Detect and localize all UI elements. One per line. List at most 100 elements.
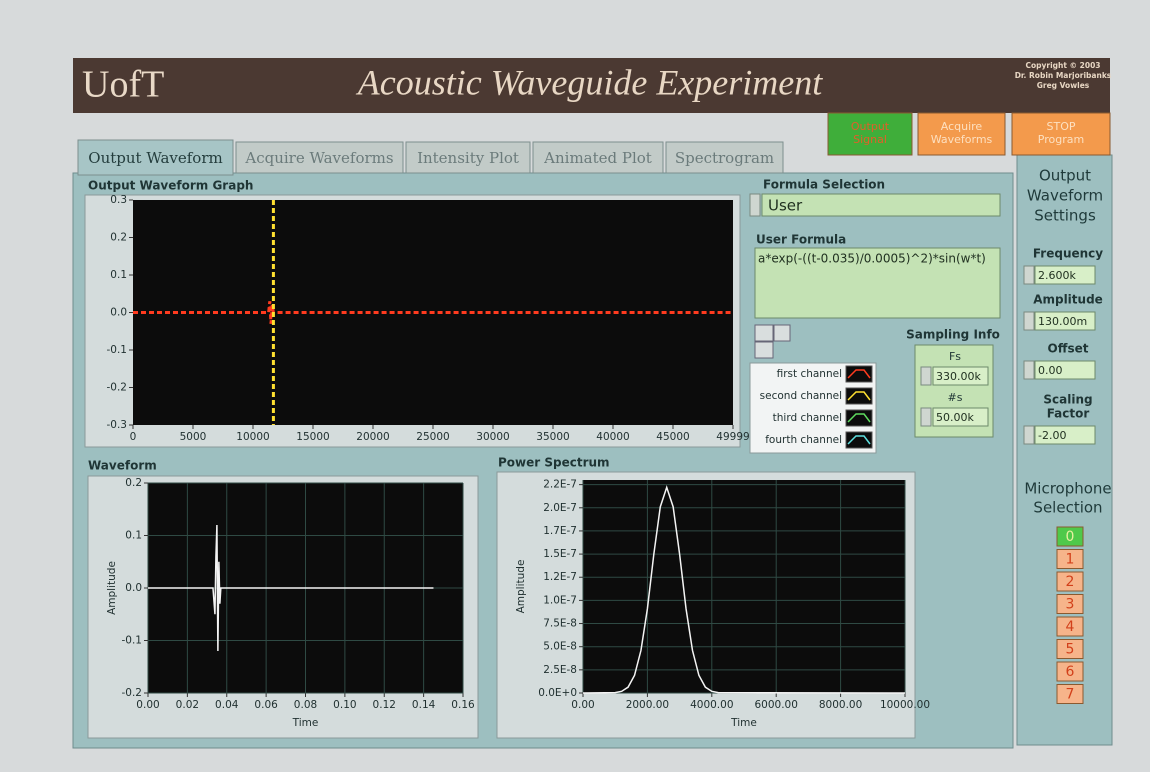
legend-swatch: [846, 388, 872, 404]
microphone-option: 3: [1066, 597, 1075, 613]
logo: UofT: [82, 64, 164, 106]
plot-area: [583, 480, 905, 693]
button-label: Waveforms: [931, 133, 993, 146]
app-title: Acoustic Waveguide Experiment: [356, 62, 824, 102]
button-label: Program: [1038, 133, 1084, 146]
x-tick-label: 6000.00: [754, 699, 797, 711]
screen: UofT Acoustic Waveguide Experiment Copyrig…: [0, 0, 1150, 772]
x-axis-label: Time: [730, 717, 757, 729]
tab-label: Output Waveform: [88, 149, 222, 167]
y-tick-label: 0.3: [110, 194, 127, 206]
tab-label: Intensity Plot: [417, 149, 519, 167]
user-formula-label: User Formula: [756, 233, 846, 247]
spinner[interactable]: [750, 194, 760, 216]
x-tick-label: 0.10: [333, 699, 356, 711]
y-tick-label: -0.3: [107, 419, 128, 431]
y-tick-label: 2.0E-7: [543, 502, 577, 514]
x-tick-label: 15000: [296, 431, 329, 443]
microphone-option: 5: [1066, 642, 1075, 658]
legend-swatch: [846, 410, 872, 426]
spinner[interactable]: [1024, 312, 1034, 330]
microphone-option: 6: [1066, 664, 1075, 680]
user-formula-value: a*exp(-((t-0.035)/0.0005)^2)*sin(w*t): [758, 252, 986, 266]
y-tick-label: 2.5E-8: [543, 664, 577, 676]
x-tick-label: 45000: [656, 431, 689, 443]
setting-label: Frequency: [1033, 247, 1103, 261]
sampling-value: 50.00k: [936, 411, 974, 424]
x-tick-label: 0: [130, 431, 137, 443]
settings-title: Waveform: [1027, 187, 1103, 205]
x-tick-label: 2000.00: [626, 699, 669, 711]
graph-title: Waveform: [88, 459, 157, 473]
spinner[interactable]: [921, 408, 931, 426]
y-tick-label: 0.2: [125, 477, 142, 489]
microphone-title: Microphone: [1024, 480, 1111, 498]
x-tick-label: 0.00: [136, 699, 159, 711]
microphone-option: 7: [1066, 687, 1075, 703]
y-tick-label: -0.2: [107, 382, 128, 394]
legend-swatch: [846, 432, 872, 448]
setting-value: 0.00: [1038, 364, 1063, 377]
x-tick-label: 0.00: [571, 699, 594, 711]
setting-label: Factor: [1047, 407, 1090, 421]
setting-value: 130.00m: [1038, 315, 1087, 328]
x-tick-label: 0.14: [412, 699, 436, 711]
sampling-label: #s: [948, 391, 963, 404]
cursor-tool[interactable]: [774, 325, 790, 341]
x-tick-label: 10000.00: [880, 699, 930, 711]
y-tick-label: 0.2: [110, 232, 127, 244]
y-tick-label: -0.1: [122, 635, 143, 647]
x-tick-label: 20000: [356, 431, 389, 443]
sampling-value: 330.00k: [936, 370, 981, 383]
button-label: STOP: [1047, 120, 1076, 133]
y-axis-label: Amplitude: [515, 560, 527, 614]
setting-label: Offset: [1048, 342, 1089, 356]
tab-label: Animated Plot: [543, 149, 652, 167]
pan-tool[interactable]: [755, 342, 773, 358]
y-axis-label: Amplitude: [106, 561, 118, 615]
x-tick-label: 10000: [236, 431, 269, 443]
copyright: Copyright © 2003: [1025, 61, 1100, 70]
graph-title: Power Spectrum: [498, 456, 610, 470]
tab-label: Spectrogram: [675, 149, 774, 167]
y-tick-label: 1.7E-7: [543, 525, 577, 537]
x-tick-label: 40000: [596, 431, 629, 443]
x-tick-label: 0.04: [215, 699, 239, 711]
sampling-info-label: Sampling Info: [906, 328, 1000, 342]
x-tick-label: 0.06: [254, 699, 278, 711]
x-tick-label: 35000: [536, 431, 569, 443]
y-tick-label: -0.2: [122, 687, 143, 699]
setting-label: Amplitude: [1033, 293, 1103, 307]
copyright: Dr. Robin Marjoribanks: [1015, 71, 1112, 80]
button-label: Acquire: [941, 120, 983, 133]
y-tick-label: 0.0E+0: [538, 687, 577, 699]
x-tick-label: 0.16: [451, 699, 475, 711]
x-tick-label: 0.02: [176, 699, 199, 711]
formula-selection-value: User: [768, 197, 803, 215]
microphone-title: Selection: [1033, 499, 1102, 517]
button-label: Signal: [853, 133, 887, 146]
zoom-tool[interactable]: [755, 325, 773, 341]
microphone-option: 1: [1066, 552, 1075, 568]
legend-label: third channel: [773, 412, 842, 424]
x-tick-label: 30000: [476, 431, 509, 443]
setting-label: Scaling: [1043, 393, 1092, 407]
spinner[interactable]: [1024, 426, 1034, 444]
x-tick-label: 0.08: [294, 699, 317, 711]
x-axis-label: Time: [292, 717, 319, 729]
microphone-option: 4: [1066, 619, 1075, 635]
x-tick-label: 0.12: [373, 699, 396, 711]
formula-selection-label: Formula Selection: [763, 178, 885, 192]
legend-label: first channel: [777, 368, 842, 380]
y-tick-label: 0.0: [110, 307, 127, 319]
x-tick-label: 4000.00: [690, 699, 733, 711]
legend-swatch: [846, 366, 872, 382]
microphone-option: 2: [1066, 574, 1075, 590]
spinner[interactable]: [1024, 266, 1034, 284]
spinner[interactable]: [1024, 361, 1034, 379]
spinner[interactable]: [921, 367, 931, 385]
y-tick-label: 1.0E-7: [543, 594, 577, 606]
page: UofT Acoustic Waveguide Experiment Copyrig…: [0, 0, 1150, 772]
graph-title: Output Waveform Graph: [88, 179, 253, 193]
sampling-label: Fs: [949, 350, 961, 363]
